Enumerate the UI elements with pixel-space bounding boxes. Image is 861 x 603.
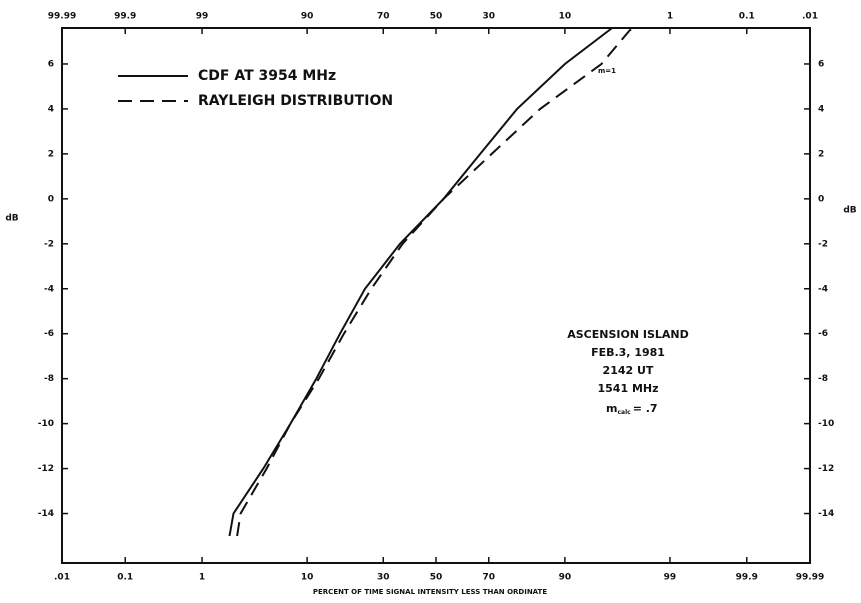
y-tick-label: -6 [44,329,54,339]
x2-tick-label: 90 [301,12,314,22]
y-tick-label: -8 [44,374,54,384]
y-tick-label-right: -12 [818,464,834,474]
x-tick-label: 99.9 [736,573,758,583]
y-tick-label-right: -4 [818,284,828,294]
y-tick-label-right: -8 [818,374,828,384]
x-tick-label: 1 [199,573,205,583]
x-tick-label: 50 [430,573,443,583]
x2-tick-label: 70 [377,12,390,22]
annotation: mcalc = .7 [606,402,658,416]
legend: CDF AT 3954 MHz RAYLEIGH DISTRIBUTION [118,68,393,109]
y-tick-label-right: 4 [818,104,824,114]
y-tick-label-right: 0 [818,194,824,204]
y-tick-label: -12 [38,464,54,474]
y-tick-label: 0 [48,194,54,204]
y-tick-label: 6 [48,59,54,69]
x2-tick-label: 1 [667,12,673,22]
m-value: = .7 [633,402,658,415]
x2-tick-label: 10 [559,12,572,22]
x-tick-label: 70 [482,573,495,583]
legend-label: RAYLEIGH DISTRIBUTION [198,93,393,109]
annotation: m=1 [598,67,616,75]
x-axis-label: PERCENT OF TIME SIGNAL INTENSITY LESS TH… [313,588,547,596]
legend-label: CDF AT 3954 MHz [198,68,336,84]
y-tick-label-right: -2 [818,239,828,249]
x2-tick-label: 99.9 [114,12,136,22]
x2-tick-label: .01 [802,12,818,22]
y-tick-label: -4 [44,284,54,294]
y-axis-label: dB [5,214,18,224]
m-symbol: m [606,402,617,415]
y-tick-label-right: 6 [818,59,824,69]
annotation: 1541 MHz [598,382,659,395]
m-subscript: calc [617,409,631,416]
x2-tick-label: 50 [430,12,443,22]
y-tick-label: -10 [38,419,54,429]
y-tick-label-right: -14 [818,509,834,519]
y-tick-label-right: -10 [818,419,834,429]
annotation: FEB.3, 1981 [591,346,665,359]
series-line [228,27,613,537]
x-tick-label: 99.99 [796,573,824,583]
x-tick-label: .01 [54,573,70,583]
annotation: 2142 UT [603,364,654,377]
x-tick-label: 0.1 [117,573,133,583]
x-tick-label: 30 [377,573,390,583]
plot-frame [61,27,811,564]
x2-tick-label: 99 [196,12,209,22]
x-tick-label: 99 [664,573,677,583]
y-tick-label-right: -6 [818,329,828,339]
y-tick-label: -14 [38,509,54,519]
y-tick-label: 4 [48,104,54,114]
y-tick-label-right: 2 [818,149,824,159]
x2-tick-label: 99.99 [48,12,76,22]
x-tick-label: 90 [559,573,572,583]
series-line [236,27,636,537]
y-tick-label: 2 [48,149,54,159]
y-axis-label-right: dB [843,206,856,216]
y-tick-label: -2 [44,239,54,249]
x-tick-label: 10 [301,573,314,583]
x2-tick-label: 0.1 [739,12,755,22]
x2-tick-label: 30 [482,12,495,22]
annotation: ASCENSION ISLAND [567,328,689,341]
